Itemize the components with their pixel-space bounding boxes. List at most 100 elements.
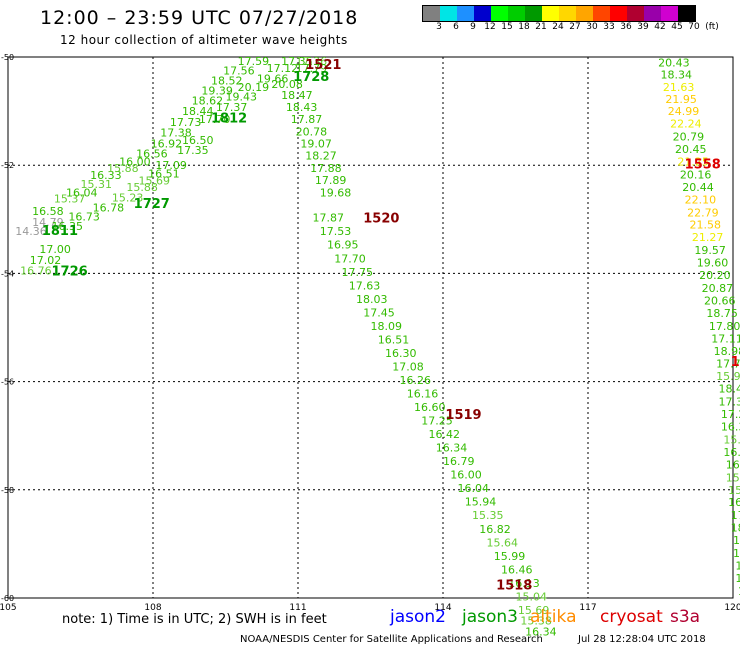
wave-height-value: 16.92	[151, 138, 183, 151]
wave-height-value: 17.59	[238, 55, 269, 68]
plot-frame	[7, 56, 734, 599]
wave-height-value: 16.51	[726, 458, 740, 471]
color-scale-cell	[576, 6, 593, 21]
wave-height-value: 15.37	[54, 193, 86, 206]
wave-height-value: 17.09	[155, 159, 187, 172]
color-scale-cell	[525, 6, 542, 21]
wave-height-value: 17.70	[334, 252, 366, 265]
wave-height-value: 15.99	[494, 550, 526, 563]
wave-height-value: 15.88	[107, 162, 139, 175]
wave-height-value: 16.60	[414, 401, 446, 414]
color-scale-bar	[422, 5, 696, 22]
wave-height-value: 21.27	[692, 231, 724, 244]
wave-height-value: 17.35	[281, 55, 313, 68]
wave-height-value: 18.52	[211, 74, 243, 87]
wave-height-value: 16.42	[429, 428, 461, 441]
wave-height-value: 15.28	[726, 471, 740, 484]
color-scale-cell	[610, 6, 627, 21]
wave-height-value: 17.63	[349, 279, 381, 292]
wave-height-value: 17.74	[716, 358, 740, 371]
wave-height-value: 16.04	[458, 482, 490, 495]
color-scale-tick: 33	[603, 22, 615, 32]
wave-height-value: 16.91	[723, 446, 740, 459]
wave-height-value: 22.79	[687, 206, 719, 219]
color-scale-tick: 9	[470, 22, 476, 32]
color-scale-cell	[678, 6, 695, 21]
wave-height-value: 17.00	[39, 243, 71, 256]
wave-height-value: 17.70	[199, 113, 231, 126]
wave-height-value: 15.04	[516, 590, 548, 603]
color-scale-cell	[644, 6, 661, 21]
wave-height-value: 17.38	[160, 127, 192, 140]
wave-height-value: 19.43	[226, 90, 258, 103]
wave-height-value: 17.79	[296, 62, 328, 75]
y-tick-label: -58	[1, 486, 14, 495]
color-scale-cell	[423, 6, 440, 21]
wave-height-value: 17.35	[177, 144, 209, 157]
pass-time-label: 1811	[42, 224, 78, 239]
color-scale-tick: 45	[671, 22, 683, 32]
color-scale-cell	[593, 6, 610, 21]
wave-height-value: 16.34	[436, 442, 468, 455]
wave-height-value: 17.08	[731, 509, 740, 522]
wave-height-value: 17.26	[721, 408, 740, 421]
wave-height-value: 18.03	[356, 293, 388, 306]
wave-height-value: 15.38	[520, 615, 552, 628]
color-scale-tick: 3	[436, 22, 442, 32]
wave-height-value: 17.89	[315, 174, 347, 187]
color-scale-tick: 27	[569, 22, 581, 32]
color-scale-cell	[627, 6, 644, 21]
wave-height-value: 22.10	[685, 193, 717, 206]
x-tick-label: 108	[144, 603, 161, 613]
legend-item-jason3: jason3	[462, 607, 518, 627]
pass-time-label: 1812	[211, 112, 247, 127]
page-title: 12:00 – 23:59 UTC 07/27/2018	[40, 7, 359, 29]
wave-height-value: 19.66	[257, 73, 289, 86]
wave-height-value: 16.78	[93, 201, 125, 214]
wave-height-value: 20.79	[673, 131, 705, 144]
wave-height-value: 17.	[738, 585, 740, 598]
wave-height-value: 18.43	[719, 383, 740, 396]
wave-height-value: 17.36	[296, 55, 328, 68]
wave-height-value: 21.95	[665, 93, 697, 106]
wave-height-value: 15.35	[472, 509, 504, 522]
wave-height-value: 18.09	[371, 320, 403, 333]
wave-height-value: 19.57	[694, 244, 726, 257]
wave-height-value: 19.60	[697, 257, 729, 270]
wave-height-value: 21.25	[677, 155, 709, 168]
x-tick-label: 114	[434, 603, 451, 613]
wave-height-value: 16.16	[407, 388, 439, 401]
wave-height-value: 16.72	[733, 534, 740, 547]
color-scale-cell	[474, 6, 491, 21]
wave-height-value: 16.26	[400, 374, 432, 387]
wave-height-value: 20.66	[704, 294, 736, 307]
color-scale-tick: 36	[620, 22, 632, 32]
pass-time-label: 1726	[52, 265, 88, 280]
wave-height-value: 20.19	[238, 81, 269, 94]
wave-height-value: 15.94	[465, 496, 497, 509]
wave-height-value: 16.90	[728, 496, 740, 509]
wave-height-value: 16.95	[327, 239, 359, 252]
wave-height-value: 20.08	[271, 78, 303, 91]
x-tick-label: 117	[579, 603, 596, 613]
wave-height-value: 16.00	[450, 469, 482, 482]
wave-height-value: 16.30	[385, 347, 417, 360]
wave-height-value: 15.69	[518, 604, 550, 617]
wave-height-value: 16.33	[90, 169, 122, 182]
wave-height-value: 20.43	[658, 56, 690, 69]
wave-height-value: 15.70	[728, 484, 740, 497]
x-tick-label: 111	[289, 603, 306, 613]
color-scale-tick: 24	[552, 22, 564, 32]
wave-height-value: 17.56	[223, 65, 255, 78]
wave-height-value: 15.69	[139, 174, 171, 187]
wave-height-value: 16.51	[378, 333, 410, 346]
wave-height-value: 16.79	[443, 455, 475, 468]
footer-note: note: 1) Time is in UTC; 2) SWH is in fe…	[62, 612, 327, 627]
wave-height-value: 15.31	[81, 178, 113, 191]
wave-height-value: 18.11	[733, 547, 740, 560]
wave-height-value: 19.07	[300, 138, 332, 151]
color-scale-tick: 39	[637, 22, 649, 32]
wave-height-value: 17.88	[310, 162, 342, 175]
color-scale-tick: 42	[654, 22, 666, 32]
